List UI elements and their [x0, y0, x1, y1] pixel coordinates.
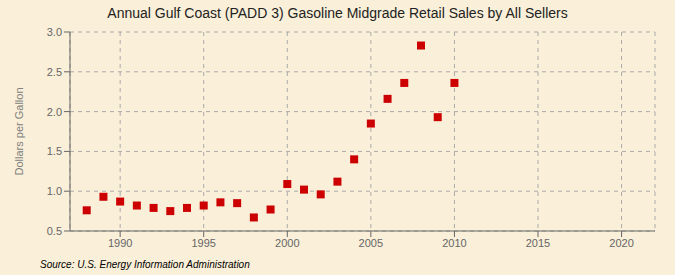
html-text:Annual Gulf Coast (PADD 3) Gas: Annual Gulf Coast (PADD 3) Gasoline Midg… [107, 5, 568, 21]
svg-text:0.5: 0.5 [47, 225, 62, 237]
svg-text:2020: 2020 [609, 237, 633, 249]
svg-text:2.0: 2.0 [47, 106, 62, 118]
svg-text:2005: 2005 [359, 237, 383, 249]
svg-text:1990: 1990 [108, 237, 132, 249]
svg-text:Dollars per Gallon: Dollars per Gallon [13, 87, 25, 175]
svg-text:2015: 2015 [526, 237, 550, 249]
svg-text:2.5: 2.5 [47, 66, 62, 78]
html-text:Source: U.S. Energy Informatio: Source: U.S. Energy Information Administ… [40, 259, 250, 270]
svg-text:1995: 1995 [191, 237, 215, 249]
svg-text:2010: 2010 [442, 237, 466, 249]
svg-text:1.0: 1.0 [47, 185, 62, 197]
svg-text:3.0: 3.0 [47, 26, 62, 38]
svg-text:2000: 2000 [275, 237, 299, 249]
svg-text:1.5: 1.5 [47, 145, 62, 157]
